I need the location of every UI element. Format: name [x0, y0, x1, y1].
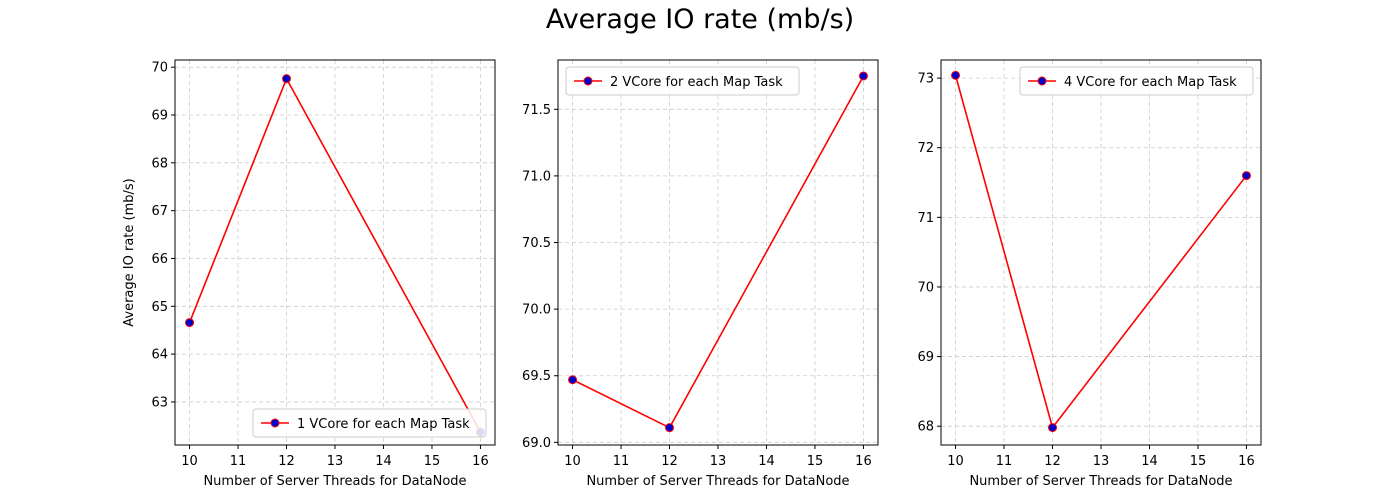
data-point	[858, 71, 868, 81]
x-tick-label: 16	[1238, 454, 1255, 469]
y-tick-label: 71.0	[522, 169, 551, 184]
y-tick-label: 68	[151, 156, 168, 171]
data-point	[1048, 423, 1058, 433]
figure-title: Average IO rate (mb/s)	[545, 4, 855, 35]
x-tick-label: 11	[613, 454, 630, 469]
x-tick-label: 14	[1141, 454, 1158, 469]
y-tick-label: 71	[917, 211, 934, 226]
x-tick-label: 12	[661, 454, 678, 469]
y-tick-label: 69.0	[522, 436, 551, 451]
axes-frame	[174, 59, 496, 446]
x-tick-label: 10	[947, 454, 964, 469]
x-tick-label: 12	[1044, 454, 1061, 469]
subplot-1: 10 11 12 13 14 15 16 63 64 65 66 67 68 69 70 Number of …	[122, 59, 496, 489]
y-tick-label: 70.5	[522, 236, 551, 251]
axes-frame	[557, 59, 879, 446]
y-tick-label: 65	[151, 300, 168, 315]
x-tick-label: 11	[996, 454, 1013, 469]
y-tick-label: 72	[917, 141, 934, 156]
x-axis-label: Number of Server Threads for DataNode	[203, 474, 466, 489]
y-tick-label: 70	[151, 61, 168, 76]
legend-label: 1 VCore for each Map Task	[297, 417, 470, 432]
x-tick-label: 15	[807, 454, 824, 469]
x-axis-label: Number of Server Threads for DataNode	[586, 474, 849, 489]
y-tick-label: 66	[151, 252, 168, 267]
x-tick-label: 16	[472, 454, 489, 469]
data-point	[1241, 171, 1251, 181]
x-tick-label: 15	[424, 454, 441, 469]
y-tick-label: 69.5	[522, 369, 551, 384]
y-tick-label: 67	[151, 204, 168, 219]
y-tick-label: 69	[917, 350, 934, 365]
x-tick-label: 14	[758, 454, 775, 469]
y-tick-label: 73	[917, 72, 934, 87]
legend-marker-swatch	[583, 76, 593, 86]
legend-box	[565, 66, 800, 96]
subplot-2: 10 11 12 13 14 15 16 69.0 69.5 70.0 70.5 71.0 71.5 Nu…	[522, 59, 879, 489]
y-tick-label: 70	[917, 280, 934, 295]
data-point	[665, 423, 675, 433]
y-axis-label: Average IO rate (mb/s)	[122, 178, 137, 326]
y-tick-label: 70.0	[522, 303, 551, 318]
y-tick-label: 64	[151, 348, 168, 363]
x-tick-label: 10	[181, 454, 198, 469]
legend-box	[1019, 66, 1254, 96]
y-tick-label: 71.5	[522, 103, 551, 118]
legend-box	[252, 408, 487, 438]
legend: 2 VCore for each Map Task	[565, 66, 800, 96]
y-tick-label: 69	[151, 109, 168, 124]
data-point	[282, 74, 292, 84]
x-axis-label: Number of Server Threads for DataNode	[969, 474, 1232, 489]
x-tick-label: 16	[855, 454, 872, 469]
x-tick-label: 12	[278, 454, 295, 469]
x-tick-label: 15	[1190, 454, 1207, 469]
legend: 4 VCore for each Map Task	[1019, 66, 1254, 96]
x-tick-label: 13	[1093, 454, 1110, 469]
x-tick-label: 11	[230, 454, 247, 469]
legend: 1 VCore for each Map Task	[252, 408, 487, 438]
y-tick-label: 63	[151, 395, 168, 410]
legend-label: 4 VCore for each Map Task	[1064, 75, 1237, 90]
x-tick-label: 13	[327, 454, 344, 469]
legend-label: 2 VCore for each Map Task	[610, 75, 783, 90]
x-tick-label: 10	[564, 454, 581, 469]
x-tick-label: 14	[375, 454, 392, 469]
subplot-3: 10 11 12 13 14 15 16 68 69 70 71 72 73 Number of Serv…	[917, 59, 1262, 489]
legend-marker-swatch	[1037, 76, 1047, 86]
legend-marker-swatch	[270, 418, 280, 428]
data-point	[951, 70, 961, 80]
data-point	[185, 318, 195, 328]
axes-frame	[940, 59, 1262, 446]
data-point	[568, 375, 578, 385]
x-tick-label: 13	[710, 454, 727, 469]
y-tick-label: 68	[917, 420, 934, 435]
